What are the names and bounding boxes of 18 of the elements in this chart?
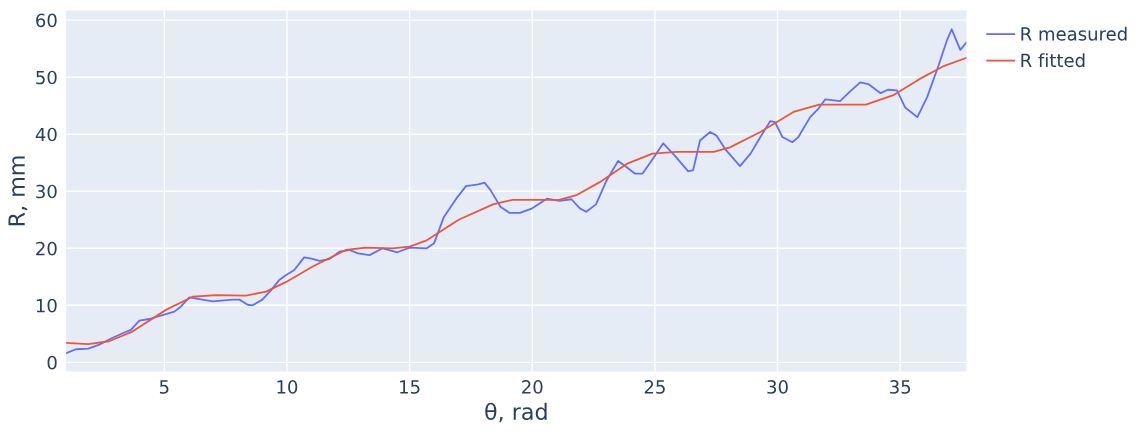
y-axis-title: R, mm (8, 156, 28, 226)
x-tick-label: 5 (159, 380, 169, 394)
x-tick-label: 35 (890, 380, 911, 394)
x-tick-label: 20 (522, 380, 543, 394)
x-tick-label: 10 (277, 380, 298, 394)
y-tick-label: 0 (47, 355, 57, 370)
y-tick-label: 60 (36, 13, 57, 28)
legend-label: R measured (1021, 26, 1127, 41)
y-tick-label: 40 (35, 127, 57, 142)
y-tick-label: 20 (36, 241, 57, 256)
y-tick-label: 50 (36, 70, 57, 85)
x-tick-label: 30 (767, 380, 788, 394)
legend-label: R fitted (1021, 53, 1085, 68)
y-tick-label: 10 (36, 298, 57, 313)
x-tick-label: 15 (400, 380, 420, 394)
y-tick-label: 30 (36, 184, 57, 199)
x-axis-title: θ, rad (485, 402, 547, 423)
x-tick-label: 25 (644, 380, 665, 394)
